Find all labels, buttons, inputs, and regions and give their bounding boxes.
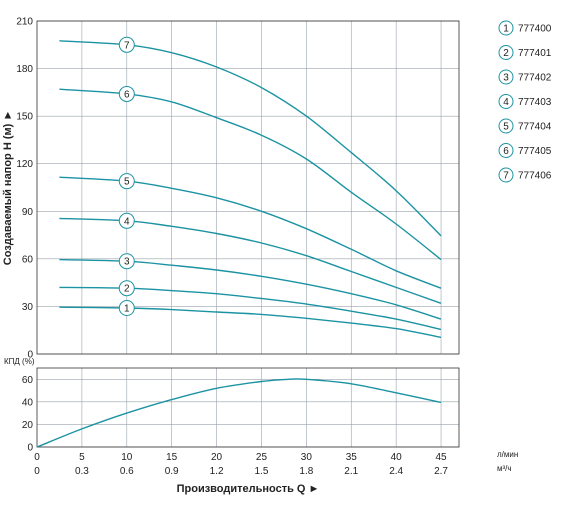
head-curve-5 bbox=[59, 176, 442, 289]
eff-y-tick-label: 0 bbox=[27, 443, 33, 454]
curve-badge-4 bbox=[118, 212, 135, 229]
head-curve-2 bbox=[59, 286, 442, 331]
legend-model-label: 777401 bbox=[518, 48, 552, 59]
head-y-tick-label: 150 bbox=[16, 112, 33, 123]
legend-item: 7 777406 bbox=[498, 167, 552, 183]
eff-y-tick-label: 40 bbox=[22, 397, 34, 408]
head-curve-1 bbox=[59, 306, 442, 339]
x-tick-label: 30 bbox=[301, 452, 313, 463]
head-y-tick-label: 30 bbox=[22, 302, 34, 313]
legend-badge bbox=[498, 143, 514, 158]
head-curve-4 bbox=[59, 217, 442, 304]
head-y-tick-label: 0 bbox=[27, 350, 33, 361]
x2-tick-label: 0.6 bbox=[120, 466, 134, 477]
head-panel: 0 30 60 90 120 150 180 210 1 2 3 4 5 6 7 bbox=[16, 17, 460, 361]
legend-badge-number: 4 bbox=[503, 97, 509, 108]
curve-badge-number: 6 bbox=[124, 89, 130, 100]
legend-item: 1 777400 bbox=[498, 20, 552, 36]
eff-plot-frame bbox=[36, 367, 460, 448]
x-tick-label: 40 bbox=[391, 452, 403, 463]
x-tick-label: 20 bbox=[211, 452, 223, 463]
curve-badge-number: 1 bbox=[124, 304, 130, 315]
x2-tick-label: 2.4 bbox=[389, 466, 403, 477]
head-y-tick-label: 60 bbox=[22, 254, 34, 265]
legend-badge bbox=[498, 118, 514, 134]
x2-tick-label: 0.9 bbox=[165, 466, 179, 477]
head-axis-label: Создаваемый напор H (м) ► bbox=[2, 110, 14, 265]
legend-badge bbox=[498, 20, 514, 36]
curve-badge-5 bbox=[118, 173, 135, 190]
x2-tick-label: 1.2 bbox=[210, 466, 224, 477]
x-tick-label: 25 bbox=[256, 452, 268, 463]
head-curve-3 bbox=[59, 258, 442, 320]
legend-item: 6 777405 bbox=[498, 143, 552, 158]
x-tick-label: 15 bbox=[166, 452, 178, 463]
head-y-tick-label: 120 bbox=[16, 159, 33, 170]
legend-badge bbox=[498, 94, 514, 109]
eff-y-tick-label: 60 bbox=[22, 375, 34, 386]
legend-badge-number: 3 bbox=[503, 73, 509, 84]
x-tick-label: 5 bbox=[79, 452, 85, 463]
curve-badge-number: 3 bbox=[124, 257, 130, 268]
legend-badge-number: 7 bbox=[503, 171, 509, 182]
x-tick-label: 0 bbox=[34, 452, 40, 463]
x-axis-label: Производительность Q ► bbox=[177, 483, 320, 495]
efficiency-axis-label: КПД (%) bbox=[4, 357, 35, 366]
head-y-tick-label: 180 bbox=[16, 64, 33, 75]
legend-model-label: 777404 bbox=[518, 122, 552, 133]
curve-badge-2 bbox=[118, 280, 135, 297]
x2-tick-label: 0 bbox=[34, 466, 40, 477]
efficiency-panel: 0050.3100.6150.9201.2251.5301.8352.1402.… bbox=[22, 367, 460, 477]
legend: 1 777400 2 777401 3 777402 4 777403 5 777404 6 7774… bbox=[498, 20, 552, 183]
head-y-tick-label: 90 bbox=[22, 207, 34, 218]
head-curve-7 bbox=[59, 40, 442, 237]
legend-badge bbox=[498, 45, 514, 60]
legend-item: 4 777403 bbox=[498, 94, 552, 109]
legend-item: 5 777404 bbox=[498, 118, 552, 134]
x2-tick-label: 1.8 bbox=[299, 466, 313, 477]
legend-model-label: 777405 bbox=[518, 146, 552, 157]
curve-badge-7 bbox=[118, 36, 135, 53]
curve-badge-3 bbox=[118, 253, 135, 270]
legend-badge-number: 1 bbox=[503, 24, 509, 35]
curve-badge-number: 2 bbox=[124, 284, 130, 295]
x-unit-label: л/мин bbox=[497, 450, 518, 459]
legend-model-label: 777400 bbox=[518, 24, 552, 35]
head-plot-frame bbox=[36, 20, 460, 355]
x-tick-label: 45 bbox=[435, 452, 447, 463]
legend-badge-number: 5 bbox=[503, 122, 509, 133]
legend-item: 2 777401 bbox=[498, 45, 552, 60]
x2-tick-label: 0.3 bbox=[75, 466, 89, 477]
legend-badge bbox=[498, 69, 514, 85]
x-tick-label: 35 bbox=[346, 452, 358, 463]
legend-item: 3 777402 bbox=[498, 69, 552, 85]
x2-tick-label: 1.5 bbox=[255, 466, 269, 477]
curve-badge-number: 7 bbox=[124, 40, 130, 51]
x-tick-label: 10 bbox=[121, 452, 133, 463]
curve-badge-6 bbox=[118, 85, 135, 102]
x2-tick-label: 2.1 bbox=[344, 466, 358, 477]
legend-model-label: 777402 bbox=[518, 73, 552, 84]
head-y-tick-label: 210 bbox=[16, 17, 33, 28]
curve-badge-number: 4 bbox=[124, 216, 130, 227]
axis-labels: Создаваемый напор H (м) ► КПД (%) Произв… bbox=[2, 110, 518, 495]
efficiency-curve bbox=[36, 378, 442, 448]
x2-unit-label: м³/ч bbox=[497, 464, 512, 473]
head-curve-6 bbox=[59, 88, 442, 261]
curve-badge-number: 5 bbox=[124, 177, 130, 188]
legend-badge bbox=[498, 167, 514, 183]
curve-badge-1 bbox=[118, 300, 135, 317]
legend-badge-number: 2 bbox=[503, 48, 509, 59]
legend-model-label: 777406 bbox=[518, 171, 552, 182]
eff-y-tick-label: 20 bbox=[22, 420, 34, 431]
legend-badge-number: 6 bbox=[503, 146, 509, 157]
x2-tick-label: 2.7 bbox=[434, 466, 448, 477]
legend-model-label: 777403 bbox=[518, 97, 552, 108]
